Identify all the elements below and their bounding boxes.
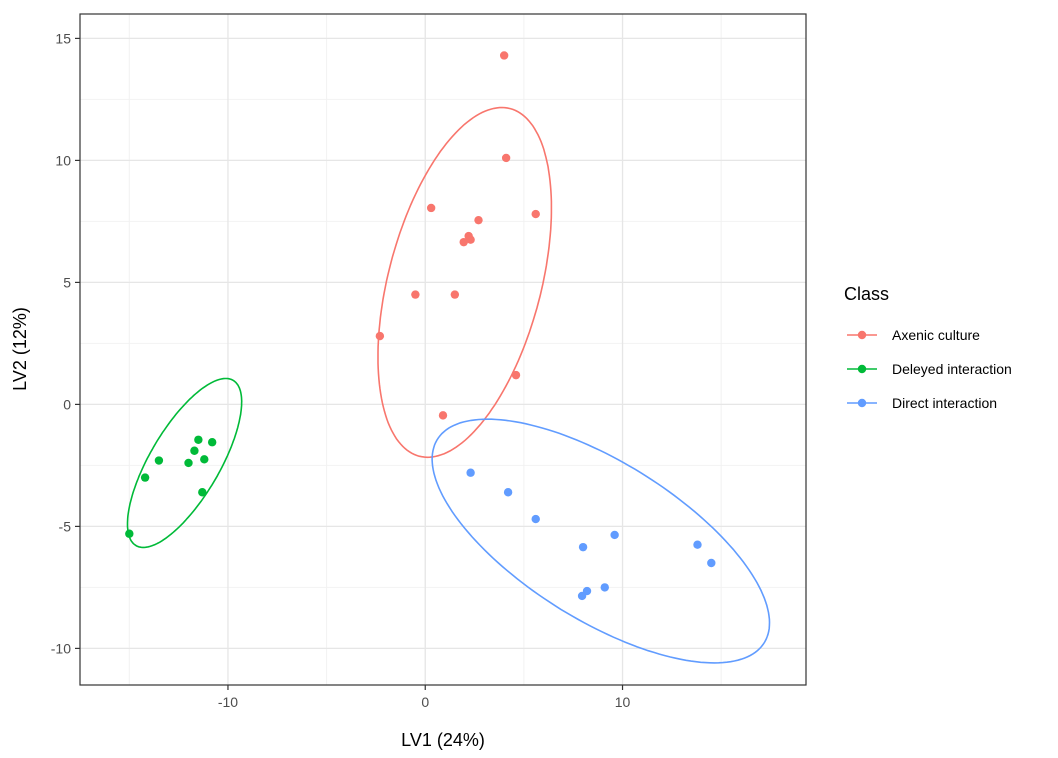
- legend-key-point: [857, 364, 867, 374]
- data-point: [200, 455, 209, 464]
- data-point: [140, 473, 150, 482]
- data-point: [184, 458, 193, 468]
- plot-panel: [80, 14, 806, 685]
- data-point: [501, 153, 511, 163]
- data-point: [577, 591, 587, 601]
- data-point: [531, 514, 540, 524]
- data-point: [474, 215, 483, 225]
- y-tick-label: 5: [63, 274, 71, 290]
- data-point: [198, 488, 207, 497]
- y-tick-label: 15: [55, 30, 71, 46]
- confidence-ellipses: [126, 106, 771, 664]
- grid-lines: [80, 14, 806, 685]
- y-tick-label: 0: [63, 396, 71, 412]
- y-tick-label: -5: [59, 518, 72, 534]
- data-point: [693, 540, 702, 549]
- legend-items: Axenic culture Deleyed interaction Direct …: [847, 327, 1012, 411]
- data-point: [578, 542, 588, 552]
- data-point: [411, 290, 420, 299]
- confidence-ellipse-1: [377, 106, 553, 459]
- data-point: [499, 51, 509, 60]
- x-tick-label: -10: [218, 694, 238, 710]
- legend-label: Deleyed interaction: [892, 361, 1012, 377]
- data-point: [154, 456, 164, 465]
- data-point: [511, 370, 521, 380]
- data-point: [503, 488, 513, 497]
- data-point: [426, 203, 436, 213]
- data-point: [125, 529, 134, 538]
- data-point: [194, 435, 203, 444]
- confidence-ellipse-3: [431, 418, 771, 664]
- data-point: [438, 411, 448, 420]
- plot-border: [79, 13, 807, 686]
- data-point: [600, 583, 609, 592]
- legend-key-point: [857, 398, 867, 408]
- data-point: [459, 237, 468, 247]
- data-point: [610, 530, 619, 540]
- legend-label: Axenic culture: [892, 327, 980, 343]
- data-point: [531, 209, 540, 219]
- legend-key-point: [857, 330, 867, 340]
- y-tick-label: -10: [51, 640, 71, 656]
- x-axis-title: LV1 (24%): [401, 730, 485, 750]
- y-tick-label: 10: [55, 152, 71, 168]
- legend-title: Class: [844, 284, 889, 304]
- legend-label: Direct interaction: [892, 395, 997, 411]
- data-point: [466, 468, 475, 477]
- x-tick-label: 0: [421, 694, 429, 710]
- legend: Class Axenic culture Deleyed interaction D…: [844, 284, 1012, 411]
- data-point: [190, 446, 199, 455]
- data-point: [466, 235, 475, 244]
- data-point: [450, 290, 460, 299]
- data-point: [375, 331, 385, 341]
- x-tick-label: 10: [615, 694, 631, 710]
- data-point: [707, 558, 716, 568]
- data-points: [125, 51, 716, 601]
- y-axis-title: LV2 (12%): [10, 307, 30, 391]
- confidence-ellipse-2: [126, 377, 243, 549]
- data-point: [207, 438, 217, 447]
- axis-ticks: -10 0 10 -10 -5 0 5 10 15: [51, 30, 631, 710]
